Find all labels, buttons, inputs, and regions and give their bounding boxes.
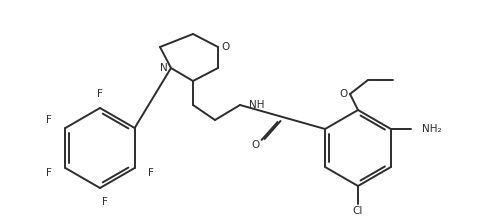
Text: O: O bbox=[251, 140, 259, 150]
Text: F: F bbox=[46, 168, 52, 178]
Text: NH: NH bbox=[248, 100, 264, 110]
Text: F: F bbox=[147, 168, 153, 178]
Text: N: N bbox=[160, 63, 167, 73]
Text: O: O bbox=[222, 42, 230, 52]
Text: NH₂: NH₂ bbox=[421, 124, 441, 134]
Text: F: F bbox=[102, 197, 108, 207]
Text: Cl: Cl bbox=[352, 206, 363, 216]
Text: F: F bbox=[46, 115, 52, 125]
Text: F: F bbox=[97, 89, 103, 99]
Text: O: O bbox=[338, 89, 346, 99]
